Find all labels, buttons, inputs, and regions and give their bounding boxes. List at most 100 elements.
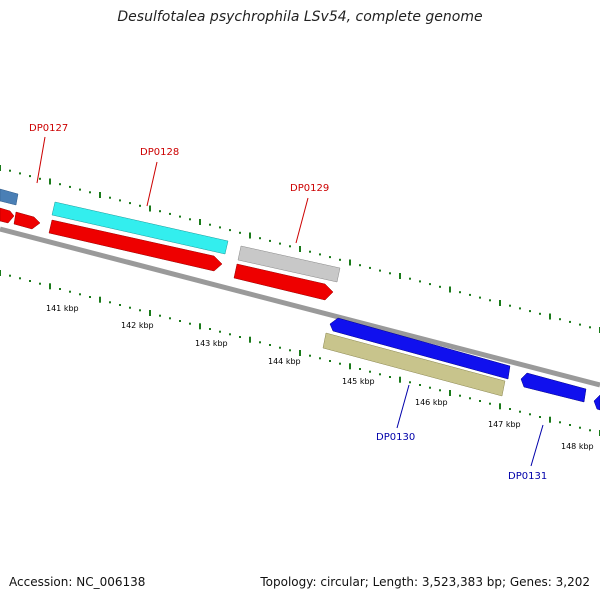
minor-tick xyxy=(469,293,471,296)
map-title: Desulfotalea psychrophila LSv54, complet… xyxy=(117,9,483,25)
minor-tick xyxy=(89,191,91,194)
major-tick xyxy=(0,165,1,171)
minor-tick xyxy=(489,402,491,405)
minor-tick xyxy=(309,354,311,357)
reverse-strand xyxy=(322,317,600,411)
feature-olive[interactable] xyxy=(322,332,506,397)
minor-tick xyxy=(409,277,411,280)
minor-tick xyxy=(279,346,281,349)
minor-tick xyxy=(119,199,121,202)
major-tick xyxy=(0,270,1,276)
minor-tick xyxy=(379,269,381,272)
major-tick xyxy=(49,283,51,290)
minor-tick xyxy=(419,384,421,386)
major-tick xyxy=(549,313,551,320)
major-tick xyxy=(499,300,501,306)
minor-tick xyxy=(409,381,411,384)
forward-strand xyxy=(0,188,341,301)
feature-red-1[interactable] xyxy=(0,207,15,224)
scale-label: 141 kbp xyxy=(46,304,79,313)
major-tick xyxy=(99,296,101,303)
gene-label-dp0131[interactable]: DP0131 xyxy=(508,471,547,482)
minor-tick xyxy=(69,290,71,293)
minor-tick xyxy=(569,320,571,323)
minor-tick xyxy=(229,333,231,336)
minor-tick xyxy=(59,183,61,186)
minor-tick xyxy=(519,307,521,310)
feature-steelblue[interactable] xyxy=(0,188,19,206)
feature-blue-3[interactable] xyxy=(593,394,600,411)
minor-tick xyxy=(479,400,481,402)
scale-label: 145 kbp xyxy=(342,377,375,386)
scale-label: 143 kbp xyxy=(195,339,228,348)
minor-tick xyxy=(129,202,131,205)
minor-tick xyxy=(479,296,481,299)
feature-gray[interactable] xyxy=(237,245,341,283)
minor-tick xyxy=(169,212,171,215)
scale-label: 148 kbp xyxy=(561,442,594,451)
scale-label: 144 kbp xyxy=(268,357,301,366)
feature-blue-2[interactable] xyxy=(520,372,587,403)
minor-tick xyxy=(119,304,121,306)
feature-cyan[interactable] xyxy=(51,201,229,255)
major-tick xyxy=(49,178,51,185)
major-tick xyxy=(399,273,401,279)
minor-tick xyxy=(269,344,271,346)
minor-tick xyxy=(269,239,271,242)
minor-tick xyxy=(139,204,141,207)
gene-label-dp0130[interactable]: DP0130 xyxy=(376,432,415,443)
minor-tick xyxy=(9,274,11,277)
minor-tick xyxy=(259,341,261,344)
feature-red-2[interactable] xyxy=(13,211,41,230)
minor-tick xyxy=(39,177,41,180)
minor-tick xyxy=(29,175,31,178)
minor-tick xyxy=(209,223,211,226)
minor-tick xyxy=(579,426,581,429)
minor-tick xyxy=(529,310,531,313)
minor-tick xyxy=(509,304,511,307)
feature-blue-1[interactable] xyxy=(329,317,511,380)
gene-label-dp0127[interactable]: DP0127 xyxy=(29,123,68,134)
major-tick xyxy=(199,323,201,330)
minor-tick xyxy=(329,256,331,259)
feature-red-3[interactable] xyxy=(48,219,223,272)
minor-tick xyxy=(419,280,421,283)
scale-label: 142 kbp xyxy=(121,321,154,330)
minor-tick xyxy=(439,285,441,288)
gene-label-dp0129[interactable]: DP0129 xyxy=(290,183,329,194)
minor-tick xyxy=(579,323,581,326)
major-tick xyxy=(249,232,251,239)
minor-tick xyxy=(169,317,171,320)
minor-tick xyxy=(289,245,291,248)
minor-tick xyxy=(9,169,11,172)
minor-tick xyxy=(469,397,471,400)
scale-label: 146 kbp xyxy=(415,398,448,407)
major-tick xyxy=(149,310,151,316)
major-tick xyxy=(499,403,501,410)
minor-tick xyxy=(159,210,161,213)
minor-tick xyxy=(259,237,261,240)
tick-marks xyxy=(0,165,600,436)
feature-red-4[interactable] xyxy=(233,263,334,301)
accession-label: Accession: NC_006138 xyxy=(9,575,146,589)
minor-tick xyxy=(339,258,341,261)
minor-tick xyxy=(219,226,221,229)
minor-tick xyxy=(359,368,361,370)
minor-tick xyxy=(309,250,311,253)
scale-labels: 141 kbp 142 kbp 143 kbp 144 kbp 145 kbp … xyxy=(46,304,594,451)
minor-tick xyxy=(109,196,111,199)
gene-labels: DP0127 DP0128 DP0129 DP0130 DP0131 xyxy=(29,123,547,482)
minor-tick xyxy=(589,429,591,432)
minor-tick xyxy=(519,410,521,413)
minor-tick xyxy=(569,424,571,426)
gene-label-dp0128[interactable]: DP0128 xyxy=(140,147,179,158)
minor-tick xyxy=(339,362,341,365)
minor-tick xyxy=(289,349,291,352)
minor-tick xyxy=(239,336,241,338)
scale-label: 147 kbp xyxy=(488,420,521,429)
major-tick xyxy=(349,259,351,266)
minor-tick xyxy=(89,296,91,298)
minor-tick xyxy=(229,229,231,232)
minor-tick xyxy=(279,242,281,245)
major-tick xyxy=(299,350,301,356)
